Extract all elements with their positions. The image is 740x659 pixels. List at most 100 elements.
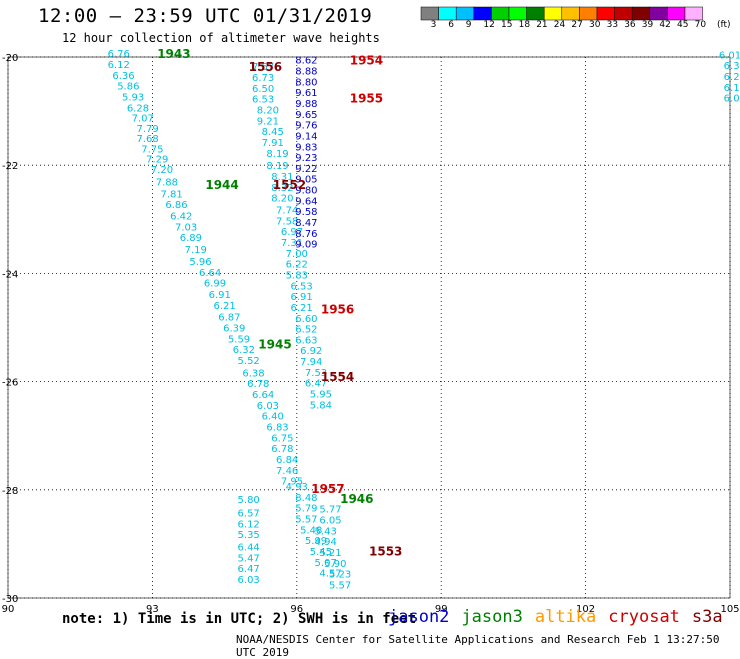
swh-point: 5.45 (310, 547, 332, 558)
swh-point: 4.94 (315, 537, 337, 548)
colorbar-tick-label: 36 (624, 20, 636, 30)
swh-point: 6.03 (257, 401, 279, 412)
colorbar-tick-label: 15 (501, 20, 513, 30)
pass-label: 1554 (321, 370, 354, 384)
colorbar-tick-label: 18 (518, 20, 531, 30)
pass-label: 1955 (350, 92, 383, 106)
swh-point: 6.53 (290, 281, 312, 292)
colorbar-swatch (491, 6, 510, 21)
colorbar-tick-label: 45 (677, 20, 689, 30)
colorbar-tick-label: 9 (465, 20, 472, 30)
colorbar-tick-label: 33 (606, 20, 619, 30)
swh-point: 5.21 (319, 548, 341, 559)
chart-title: 12:00 — 23:59 UTC 01/31/2019 (38, 5, 373, 27)
swh-point: 6.20 (724, 72, 740, 83)
colorbar-tick-label: 3 (430, 20, 437, 30)
colorbar-swatch (543, 6, 563, 21)
swh-point: 6.91 (209, 290, 231, 301)
swh-point: 5.79 (295, 504, 317, 515)
swh-point: 6.57 (238, 509, 260, 520)
y-tick-label: -20 (2, 53, 18, 64)
swh-point: 5.99 (305, 536, 327, 547)
swh-point: 9.76 (295, 121, 317, 132)
swh-point: 5.35 (238, 530, 260, 541)
swh-point: 4.57 (319, 569, 341, 580)
swh-point: 6.22 (286, 260, 308, 271)
chart-subtitle: 12 hour collection of altimeter wave hei… (62, 31, 380, 45)
swh-point: 7.31 (281, 238, 303, 249)
y-tick-label: -24 (2, 269, 18, 280)
swh-point: 5.96 (189, 257, 211, 268)
swh-point: 5.80 (238, 495, 260, 506)
swh-point: 9.61 (295, 88, 317, 99)
swh-point: 7.88 (156, 177, 178, 188)
swh-point: 6.03 (238, 575, 260, 586)
swh-point: 9.21 (257, 116, 279, 127)
swh-point: 6.39 (223, 324, 245, 335)
swh-point: 5.59 (228, 334, 250, 345)
swh-point: 8.20 (257, 105, 279, 116)
swh-point: 6.86 (165, 200, 187, 211)
credit-line: NOAA/NESDIS Center for Satellite Applica… (236, 633, 720, 659)
swh-point: 6.30 (724, 61, 740, 72)
swh-point: 6.01 (719, 50, 740, 61)
swh-point: 7.74 (276, 206, 298, 217)
swh-point: 8.47 (295, 218, 317, 229)
colorbar-tick-label: 24 (553, 20, 566, 30)
swh-point: 8.19 (266, 161, 288, 172)
swh-point: 5.07 (315, 558, 337, 569)
mission-legend-item: jason3 (461, 607, 523, 627)
colorbar-swatch (455, 6, 475, 21)
swh-point: 7.07 (132, 114, 154, 125)
swh-point: 7.19 (185, 245, 207, 256)
swh-point: 9.88 (295, 99, 317, 110)
swh-point: 6.89 (180, 233, 202, 244)
swh-point: 7.03 (175, 222, 197, 233)
swh-point: 8.20 (271, 194, 293, 205)
colorbar-swatch (508, 6, 527, 21)
colorbar-swatch (526, 6, 545, 21)
swh-point: 6.92 (300, 346, 322, 357)
colorbar-tick-label: 6 (448, 20, 454, 30)
colorbar-tick-label: 30 (589, 20, 601, 30)
pass-label: 1945 (258, 338, 291, 352)
swh-point: 6.10 (724, 83, 740, 94)
swh-point: 7.68 (136, 134, 158, 145)
swh-point: 7.00 (286, 249, 308, 260)
swh-point: 6.64 (252, 390, 274, 401)
x-tick-label: 99 (435, 604, 448, 615)
swh-point: 6.64 (199, 268, 221, 279)
swh-point: 6.42 (170, 212, 192, 223)
swh-point: 7.79 (136, 124, 158, 135)
pass-label: 1944 (205, 178, 238, 192)
swh-point: 9.83 (295, 142, 317, 153)
swh-point: 6.60 (295, 314, 317, 325)
swh-point: 6.78 (271, 444, 293, 455)
x-tick-label: 93 (146, 604, 159, 615)
swh-point: 9.58 (295, 207, 317, 218)
y-tick-label: -28 (2, 486, 18, 497)
colorbar-swatch (561, 6, 580, 21)
swh-point: 9.64 (295, 196, 317, 207)
mission-legend: jason2 jason3 altika cryosat s3a (388, 607, 735, 627)
swh-point: 9.80 (295, 186, 317, 197)
mission-legend-item: jason2 (388, 607, 450, 627)
swh-point: 6.05 (319, 516, 341, 527)
swh-point: 7.95 (281, 477, 303, 488)
colorbar-swatch (579, 6, 598, 21)
y-tick-label: -26 (2, 378, 18, 389)
swh-point: 6.50 (252, 84, 274, 95)
colorbar-swatch (438, 6, 457, 21)
swh-point: 5.43 (315, 526, 337, 537)
swh-point: 8.76 (295, 229, 317, 240)
swh-point: 6.12 (108, 60, 130, 71)
pass-label: 1954 (350, 54, 383, 68)
swh-point: 6.78 (247, 379, 269, 390)
colorbar-tick-label: 39 (641, 20, 654, 30)
mission-legend-item: cryosat (608, 607, 680, 627)
pass-label: 1556 (249, 60, 282, 74)
footnote: note: 1) Time is in UTC; 2) SWH is in fe… (62, 611, 417, 627)
x-tick-label: 102 (576, 604, 595, 615)
swh-point: 7.46 (276, 466, 298, 477)
